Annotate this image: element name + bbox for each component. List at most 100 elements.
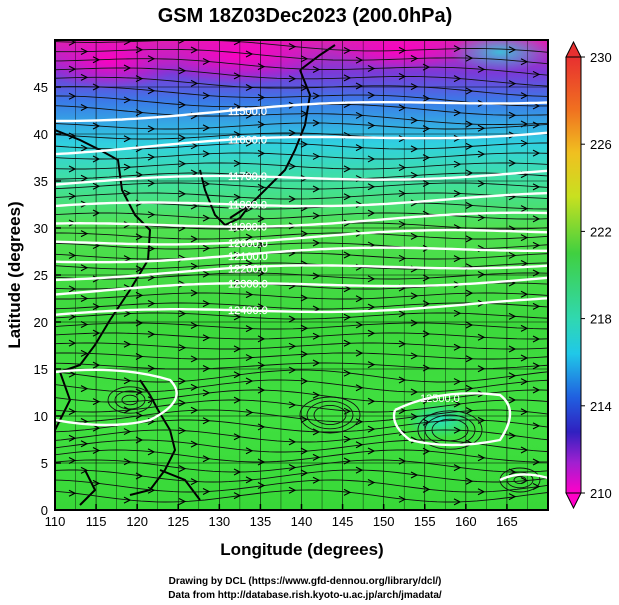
colorbar-tick-label: 210: [590, 486, 612, 501]
wind-arrow: [202, 214, 211, 222]
streamline: [55, 152, 548, 160]
wind-arrow: [520, 139, 529, 147]
wind-arrow: [80, 320, 89, 328]
wind-arrow: [398, 254, 407, 262]
wind-arrow: [178, 344, 187, 352]
wind-arrow: [288, 366, 297, 374]
wind-arrow: [123, 377, 132, 385]
height-contour-line: [55, 264, 548, 282]
wind-arrow: [300, 140, 309, 148]
wind-arrow: [288, 162, 297, 170]
wind-arrow: [92, 446, 101, 454]
wind-arrow: [190, 289, 199, 297]
wind-arrow: [257, 303, 266, 311]
streamline: [55, 272, 548, 280]
wind-arrow: [520, 408, 529, 416]
wind-arrow: [410, 232, 419, 240]
contour-label: 11900.0: [228, 222, 267, 234]
wind-arrow: [202, 58, 211, 66]
chart-title: GSM 18Z03Dec2023 (200.0hPa): [158, 5, 453, 27]
wind-arrow: [190, 46, 199, 54]
y-tick-label: 35: [34, 174, 48, 189]
wind-arrow: [80, 349, 89, 357]
wind-arrow: [147, 364, 156, 372]
eddy-streamline: [107, 386, 153, 414]
wind-arrow: [68, 252, 77, 259]
x-tick-label: 140: [291, 514, 313, 529]
wind-arrow: [147, 396, 156, 404]
wind-arrow: [300, 110, 309, 118]
wind-arrow: [465, 169, 474, 177]
x-axis-ticks: 110 115 120 125 130 135 140 145 150 155 160 165: [45, 504, 518, 529]
wind-arrow: [477, 416, 486, 424]
wind-arrow: [532, 149, 541, 157]
wind-arrow: [257, 269, 266, 277]
wind-arrow: [257, 120, 266, 128]
wind-arrow: [178, 377, 187, 385]
wind-arrow: [343, 251, 352, 259]
wind-arrow: [202, 334, 211, 342]
wind-arrow: [233, 40, 242, 46]
wind-arrow: [508, 80, 517, 88]
wind-arrow: [532, 458, 541, 466]
wind-arrow: [202, 417, 211, 425]
wind-arrow: [135, 412, 144, 420]
wind-arrow: [343, 339, 352, 347]
y-tick-label: 25: [34, 268, 48, 283]
wind-arrow: [92, 209, 101, 217]
wind-arrow: [312, 359, 321, 367]
wind-arrow: [520, 290, 529, 298]
wind-arrow: [68, 132, 77, 140]
wind-arrow: [355, 466, 364, 474]
wind-arrow: [92, 398, 101, 406]
wind-arrow: [300, 324, 309, 332]
streamline: [55, 389, 548, 403]
wind-arrow: [532, 362, 541, 370]
wind-arrow: [355, 111, 364, 119]
wind-arrow: [532, 70, 541, 78]
wind-arrow: [257, 183, 266, 191]
wind-arrow: [422, 94, 431, 102]
wind-arrow: [343, 435, 352, 443]
wind-arrow: [202, 244, 211, 252]
wind-arrow: [190, 262, 199, 270]
wind-arrow: [520, 234, 529, 242]
contour-label: 11700.0: [228, 171, 267, 183]
wind-arrow: [410, 413, 419, 421]
height-contour-line: [55, 211, 548, 228]
wind-arrow: [190, 355, 199, 363]
wind-arrow: [92, 361, 101, 369]
wind-arrow: [147, 486, 156, 494]
wind-arrow: [178, 67, 187, 75]
wind-arrow: [288, 401, 297, 409]
wind-arrow: [123, 163, 132, 171]
wind-arrow: [135, 472, 144, 480]
wind-arrow: [410, 471, 419, 479]
wind-arrow: [398, 340, 407, 348]
wind-arrow: [508, 372, 517, 380]
wind-arrow: [202, 389, 211, 397]
wind-arrow: [532, 215, 541, 223]
colorbar-top-arrow: [565, 40, 582, 58]
colorbar-bottom-arrow: [565, 492, 582, 510]
wind-arrow: [422, 125, 431, 133]
wind-arrow: [343, 313, 352, 321]
wind-arrow: [190, 383, 199, 391]
y-tick-label: 45: [34, 80, 48, 95]
wind-arrow: [398, 190, 407, 198]
wind-arrow: [465, 289, 474, 297]
wind-arrow: [520, 324, 529, 332]
wind-arrow: [245, 354, 254, 362]
wind-arrow: [508, 396, 517, 404]
colorbar-fill: [565, 56, 582, 494]
wind-arrow: [233, 433, 242, 441]
wind-arrow: [355, 144, 364, 152]
wind-arrow: [367, 155, 376, 163]
wind-arrow: [245, 139, 254, 147]
wind-arrow: [508, 345, 517, 353]
x-axis-label: Longitude (degrees): [220, 540, 383, 559]
wind-arrow: [147, 448, 156, 456]
wind-arrow: [190, 235, 199, 243]
wind-arrow: [343, 457, 352, 465]
wind-arrow: [398, 72, 407, 80]
